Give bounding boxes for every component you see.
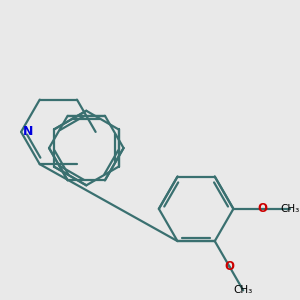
Text: O: O: [224, 260, 235, 273]
Text: CH₃: CH₃: [281, 204, 300, 214]
Text: N: N: [22, 125, 33, 138]
Text: O: O: [258, 202, 268, 215]
Text: CH₃: CH₃: [234, 285, 253, 296]
